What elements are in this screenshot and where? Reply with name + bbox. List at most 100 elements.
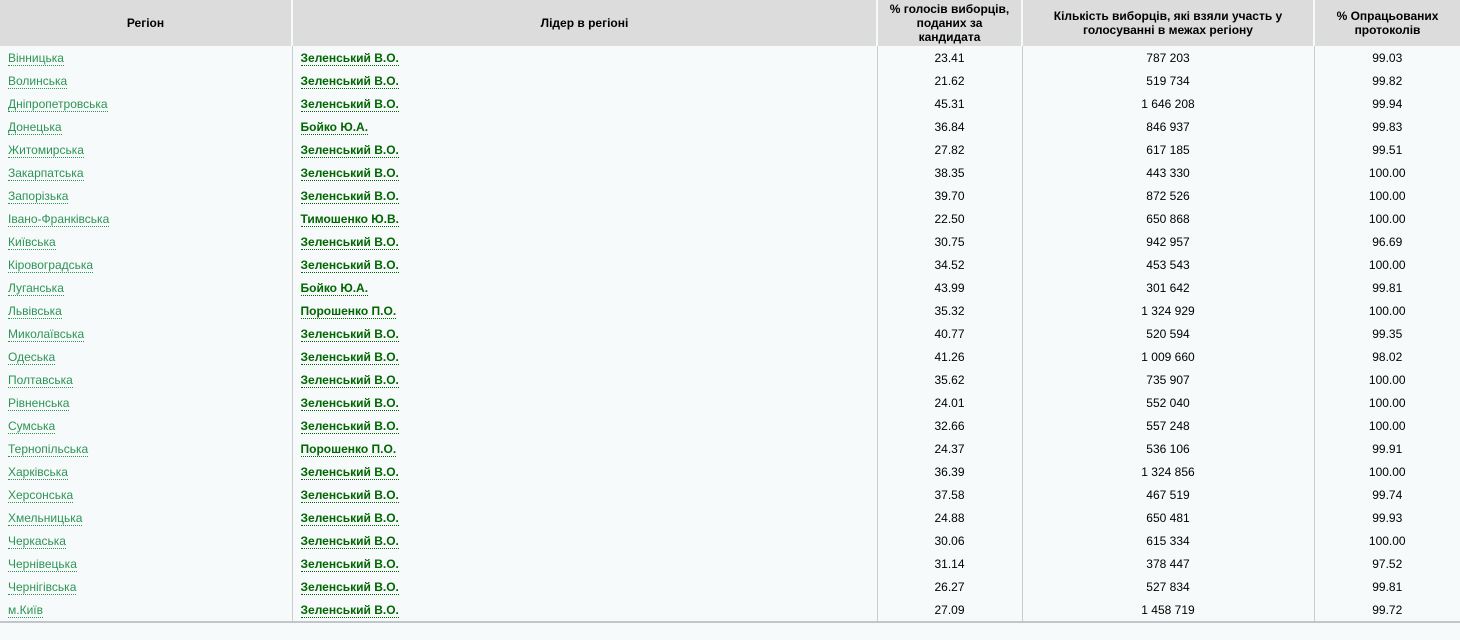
- leader-cell: Зеленський В.О.: [291, 391, 877, 414]
- voters-count-cell: 787 203: [1021, 46, 1314, 69]
- percent-votes-cell: 41.26: [876, 345, 1022, 368]
- table-row: Луганська Бойко Ю.А. 43.99 301 642 99.81: [0, 276, 1460, 299]
- protocols-percent-cell: 97.52: [1313, 552, 1460, 575]
- region-link[interactable]: Рівненська: [8, 395, 70, 411]
- leader-link[interactable]: Зеленський В.О.: [300, 579, 399, 595]
- leader-link[interactable]: Зеленський В.О.: [300, 464, 399, 480]
- region-link[interactable]: Сумська: [8, 418, 56, 434]
- leader-cell: Тимошенко Ю.В.: [291, 207, 877, 230]
- leader-link[interactable]: Зеленський В.О.: [300, 395, 399, 411]
- protocols-percent-cell: 100.00: [1313, 184, 1460, 207]
- leader-link[interactable]: Тимошенко Ю.В.: [300, 211, 399, 227]
- region-link[interactable]: Запорізька: [8, 188, 69, 204]
- region-cell: Кіровоградська: [0, 253, 292, 276]
- percent-votes-cell: 26.27: [876, 575, 1022, 598]
- region-cell: Тернопільська: [0, 437, 292, 460]
- leader-link[interactable]: Зеленський В.О.: [300, 556, 399, 572]
- region-link[interactable]: Закарпатська: [8, 165, 84, 181]
- voters-count-cell: 650 868: [1021, 207, 1314, 230]
- leader-link[interactable]: Бойко Ю.А.: [300, 280, 369, 296]
- leader-link[interactable]: Зеленський В.О.: [300, 372, 399, 388]
- table-row: Донецька Бойко Ю.А. 36.84 846 937 99.83: [0, 115, 1460, 138]
- leader-link[interactable]: Зеленський В.О.: [300, 50, 399, 66]
- voters-count-cell: 520 594: [1021, 322, 1314, 345]
- region-cell: Чернівецька: [0, 552, 292, 575]
- protocols-percent-cell: 100.00: [1313, 460, 1460, 483]
- leader-cell: Порошенко П.О.: [291, 299, 877, 322]
- region-link[interactable]: Харківська: [8, 464, 68, 480]
- column-header-protocols: % Опрацьованих протоколів: [1313, 0, 1460, 46]
- leader-link[interactable]: Зеленський В.О.: [300, 487, 399, 503]
- leader-link[interactable]: Зеленський В.О.: [300, 188, 399, 204]
- region-link[interactable]: Чернігівська: [8, 579, 77, 595]
- percent-votes-cell: 27.82: [876, 138, 1022, 161]
- voters-count-cell: 557 248: [1021, 414, 1314, 437]
- region-cell: Київська: [0, 230, 292, 253]
- region-link[interactable]: Кіровоградська: [8, 257, 94, 273]
- leader-link[interactable]: Зеленський В.О.: [300, 533, 399, 549]
- region-link[interactable]: Хмельницька: [8, 510, 83, 526]
- region-link[interactable]: Миколаївська: [8, 326, 85, 342]
- region-link[interactable]: Луганська: [8, 280, 64, 296]
- voters-count-cell: 615 334: [1021, 529, 1314, 552]
- leader-cell: Зеленський В.О.: [291, 414, 877, 437]
- region-link[interactable]: Донецька: [8, 119, 62, 135]
- leader-link[interactable]: Бойко Ю.А.: [300, 119, 369, 135]
- footer-space: [0, 623, 1460, 639]
- region-cell: Донецька: [0, 115, 292, 138]
- region-link[interactable]: Волинська: [8, 73, 68, 89]
- leader-link[interactable]: Зеленський В.О.: [300, 165, 399, 181]
- leader-link[interactable]: Зеленський В.О.: [300, 73, 399, 89]
- leader-link[interactable]: Зеленський В.О.: [300, 510, 399, 526]
- column-header-voters: Кількість виборців, які взяли участь у г…: [1021, 0, 1314, 46]
- region-link[interactable]: Чернівецька: [8, 556, 77, 572]
- leader-link[interactable]: Зеленський В.О.: [300, 234, 399, 250]
- percent-votes-cell: 31.14: [876, 552, 1022, 575]
- region-link[interactable]: Одеська: [8, 349, 56, 365]
- percent-votes-cell: 35.32: [876, 299, 1022, 322]
- table-row: Кіровоградська Зеленський В.О. 34.52 453 54…: [0, 253, 1460, 276]
- region-link[interactable]: Львівська: [8, 303, 62, 319]
- region-link[interactable]: Івано-Франківська: [8, 211, 110, 227]
- percent-votes-cell: 21.62: [876, 69, 1022, 92]
- protocols-percent-cell: 96.69: [1313, 230, 1460, 253]
- percent-votes-cell: 34.52: [876, 253, 1022, 276]
- table-row: Сумська Зеленський В.О. 32.66 557 248 100.00: [0, 414, 1460, 437]
- percent-votes-cell: 32.66: [876, 414, 1022, 437]
- protocols-percent-cell: 99.72: [1313, 598, 1460, 621]
- percent-votes-cell: 24.88: [876, 506, 1022, 529]
- leader-link[interactable]: Порошенко П.О.: [300, 303, 397, 319]
- region-cell: Івано-Франківська: [0, 207, 292, 230]
- region-link[interactable]: м.Київ: [8, 602, 43, 618]
- column-header-leader: Лідер в регіоні: [291, 0, 877, 46]
- region-link[interactable]: Дніпропетровська: [8, 96, 108, 112]
- table-row: Волинська Зеленський В.О. 21.62 519 734 99.8…: [0, 69, 1460, 92]
- leader-link[interactable]: Зеленський В.О.: [300, 602, 399, 618]
- leader-link[interactable]: Зеленський В.О.: [300, 418, 399, 434]
- region-link[interactable]: Черкаська: [8, 533, 66, 549]
- region-link[interactable]: Херсонська: [8, 487, 74, 503]
- leader-cell: Зеленський В.О.: [291, 529, 877, 552]
- region-cell: Полтавська: [0, 368, 292, 391]
- table-row: Чернігівська Зеленський В.О. 26.27 527 834 9…: [0, 575, 1460, 598]
- region-link[interactable]: Тернопільська: [8, 441, 89, 457]
- leader-cell: Зеленський В.О.: [291, 230, 877, 253]
- results-table-body: Вінницька Зеленський В.О. 23.41 787 203 99.0…: [0, 46, 1460, 621]
- leader-link[interactable]: Зеленський В.О.: [300, 96, 399, 112]
- protocols-percent-cell: 99.03: [1313, 46, 1460, 69]
- leader-link[interactable]: Зеленський В.О.: [300, 257, 399, 273]
- leader-cell: Зеленський В.О.: [291, 46, 877, 69]
- region-cell: Львівська: [0, 299, 292, 322]
- region-link[interactable]: Вінницька: [8, 50, 64, 66]
- percent-votes-cell: 40.77: [876, 322, 1022, 345]
- leader-link[interactable]: Зеленський В.О.: [300, 349, 399, 365]
- protocols-percent-cell: 99.93: [1313, 506, 1460, 529]
- region-link[interactable]: Полтавська: [8, 372, 73, 388]
- leader-link[interactable]: Зеленський В.О.: [300, 326, 399, 342]
- region-link[interactable]: Київська: [8, 234, 56, 250]
- region-link[interactable]: Житомирська: [8, 142, 84, 158]
- leader-link[interactable]: Зеленський В.О.: [300, 142, 399, 158]
- percent-votes-cell: 35.62: [876, 368, 1022, 391]
- voters-count-cell: 552 040: [1021, 391, 1314, 414]
- leader-link[interactable]: Порошенко П.О.: [300, 441, 397, 457]
